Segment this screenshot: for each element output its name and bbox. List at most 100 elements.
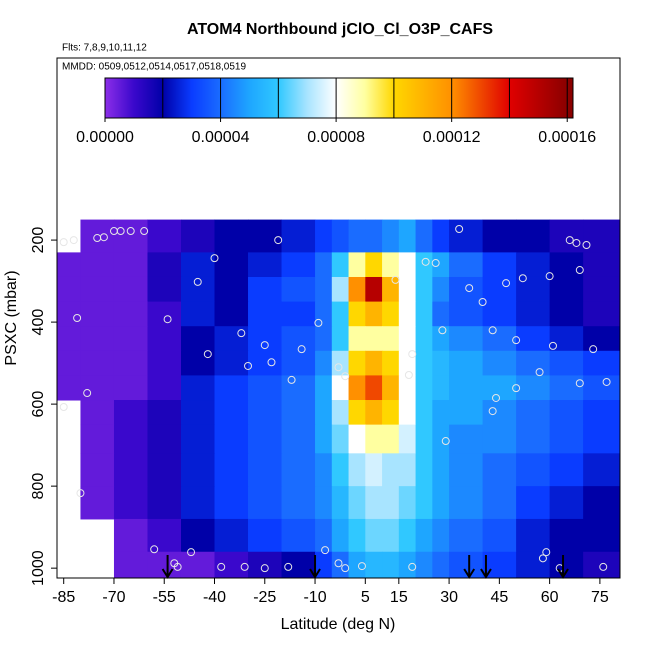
colorbar-strip xyxy=(186,78,188,118)
colorbar-strip xyxy=(554,78,556,118)
heatmap-cell xyxy=(281,276,316,303)
colorbar-strip xyxy=(428,78,430,118)
colorbar-strip xyxy=(335,78,337,118)
heatmap-cell xyxy=(180,551,216,578)
heatmap-cell xyxy=(516,219,551,253)
colorbar-strip xyxy=(352,78,354,118)
heatmap-cell xyxy=(113,400,148,426)
colorbar-strip xyxy=(391,78,393,118)
heatmap-cell xyxy=(180,276,216,303)
colorbar-strip xyxy=(155,78,157,118)
colorbar-strip xyxy=(343,78,345,118)
colorbar-strip xyxy=(166,78,168,118)
sample-point xyxy=(59,402,68,411)
colorbar-strip xyxy=(248,78,250,118)
heatmap-cell xyxy=(214,252,249,278)
heatmap-cell xyxy=(516,400,551,426)
heatmap-cell xyxy=(482,252,517,278)
heatmap-cell xyxy=(147,424,182,454)
colorbar-strip xyxy=(413,78,415,118)
colorbar-strip xyxy=(521,78,523,118)
heatmap-cell xyxy=(281,375,316,401)
colorbar-strip xyxy=(364,78,366,118)
sample-point xyxy=(465,284,474,293)
heatmap-cell xyxy=(348,219,366,253)
colorbar-strip xyxy=(552,78,554,118)
colorbar-frame xyxy=(104,77,574,119)
colorbar-strip xyxy=(207,78,209,118)
colorbar-strip xyxy=(469,78,471,118)
colorbar-strip xyxy=(376,78,378,118)
colorbar-strip xyxy=(495,78,497,118)
heatmap-cell xyxy=(516,252,551,278)
heatmap-cell xyxy=(365,219,383,253)
heatmap-cell xyxy=(315,350,333,376)
colorbar: 0.00000 0.00004 0.00008 0.00012 0.00016 xyxy=(76,77,596,146)
heatmap-cell xyxy=(214,551,249,578)
colorbar-strip xyxy=(287,78,289,118)
sample-point xyxy=(173,562,182,571)
colorbar-strip xyxy=(234,78,236,118)
heatmap-cell xyxy=(331,453,350,487)
heatmap-cell xyxy=(549,486,584,520)
arrow-head xyxy=(463,568,476,579)
colorbar-strip xyxy=(200,78,202,118)
heatmap-cell xyxy=(449,375,484,401)
heatmap-cell xyxy=(398,453,417,487)
sample-point xyxy=(73,314,82,322)
heatmap-cell xyxy=(248,219,283,253)
sample-point xyxy=(126,227,135,236)
heatmap-cell xyxy=(482,453,517,487)
colorbar-strip xyxy=(130,78,132,118)
colorbar-strip xyxy=(387,78,389,118)
heatmap-cell xyxy=(549,453,584,487)
colorbar-strip xyxy=(192,78,194,118)
colorbar-strip xyxy=(497,78,499,118)
y-tick-label: 200 xyxy=(30,227,47,254)
colorbar-strip xyxy=(519,78,521,118)
colorbar-strip xyxy=(341,78,343,118)
heatmap-cell xyxy=(348,276,366,303)
heatmap-cell xyxy=(398,518,417,553)
colorbar-strip xyxy=(436,78,438,118)
heatmap-cell xyxy=(449,551,484,578)
heatmap-cell xyxy=(331,375,350,401)
colorbar-strip xyxy=(560,78,562,118)
colorbar-strip xyxy=(107,78,109,118)
colorbar-strip xyxy=(374,78,376,118)
colorbar-strip xyxy=(216,78,218,118)
colorbar-strip xyxy=(489,78,491,118)
sample-point xyxy=(391,275,400,284)
heatmap-cell xyxy=(281,486,316,520)
x-axis-label: Latitude (deg N) xyxy=(281,616,396,633)
x-tick-label: 45 xyxy=(490,589,508,606)
sample-point xyxy=(76,489,85,498)
heatmap-cell xyxy=(432,486,450,520)
colorbar-strip xyxy=(454,78,456,118)
x-tick-label: -85 xyxy=(52,589,75,606)
heatmap-cell xyxy=(80,453,115,487)
sample-point xyxy=(297,345,306,354)
colorbar-strip xyxy=(571,78,573,118)
colorbar-strip xyxy=(205,78,207,118)
colorbar-strip xyxy=(367,78,369,118)
colorbar-strip xyxy=(255,78,257,118)
colorbar-strip xyxy=(235,78,237,118)
heatmap-cell xyxy=(549,350,584,376)
colorbar-strip xyxy=(441,78,443,118)
heatmap-cell xyxy=(398,424,417,454)
colorbar-strip xyxy=(256,78,258,118)
y-tick-label: 800 xyxy=(30,473,47,500)
colorbar-strip xyxy=(528,78,530,118)
colorbar-strip xyxy=(159,78,161,118)
colorbar-strip xyxy=(360,78,362,118)
colorbar-strip xyxy=(333,78,335,118)
colorbar-strip xyxy=(168,78,170,118)
heatmap-cell xyxy=(331,326,350,352)
heatmap-cell xyxy=(415,400,433,426)
colorbar-strip xyxy=(349,78,351,118)
colorbar-strip xyxy=(173,78,175,118)
colorbar-strip xyxy=(485,78,487,118)
sample-point xyxy=(59,238,68,247)
colorbar-strip xyxy=(524,78,526,118)
